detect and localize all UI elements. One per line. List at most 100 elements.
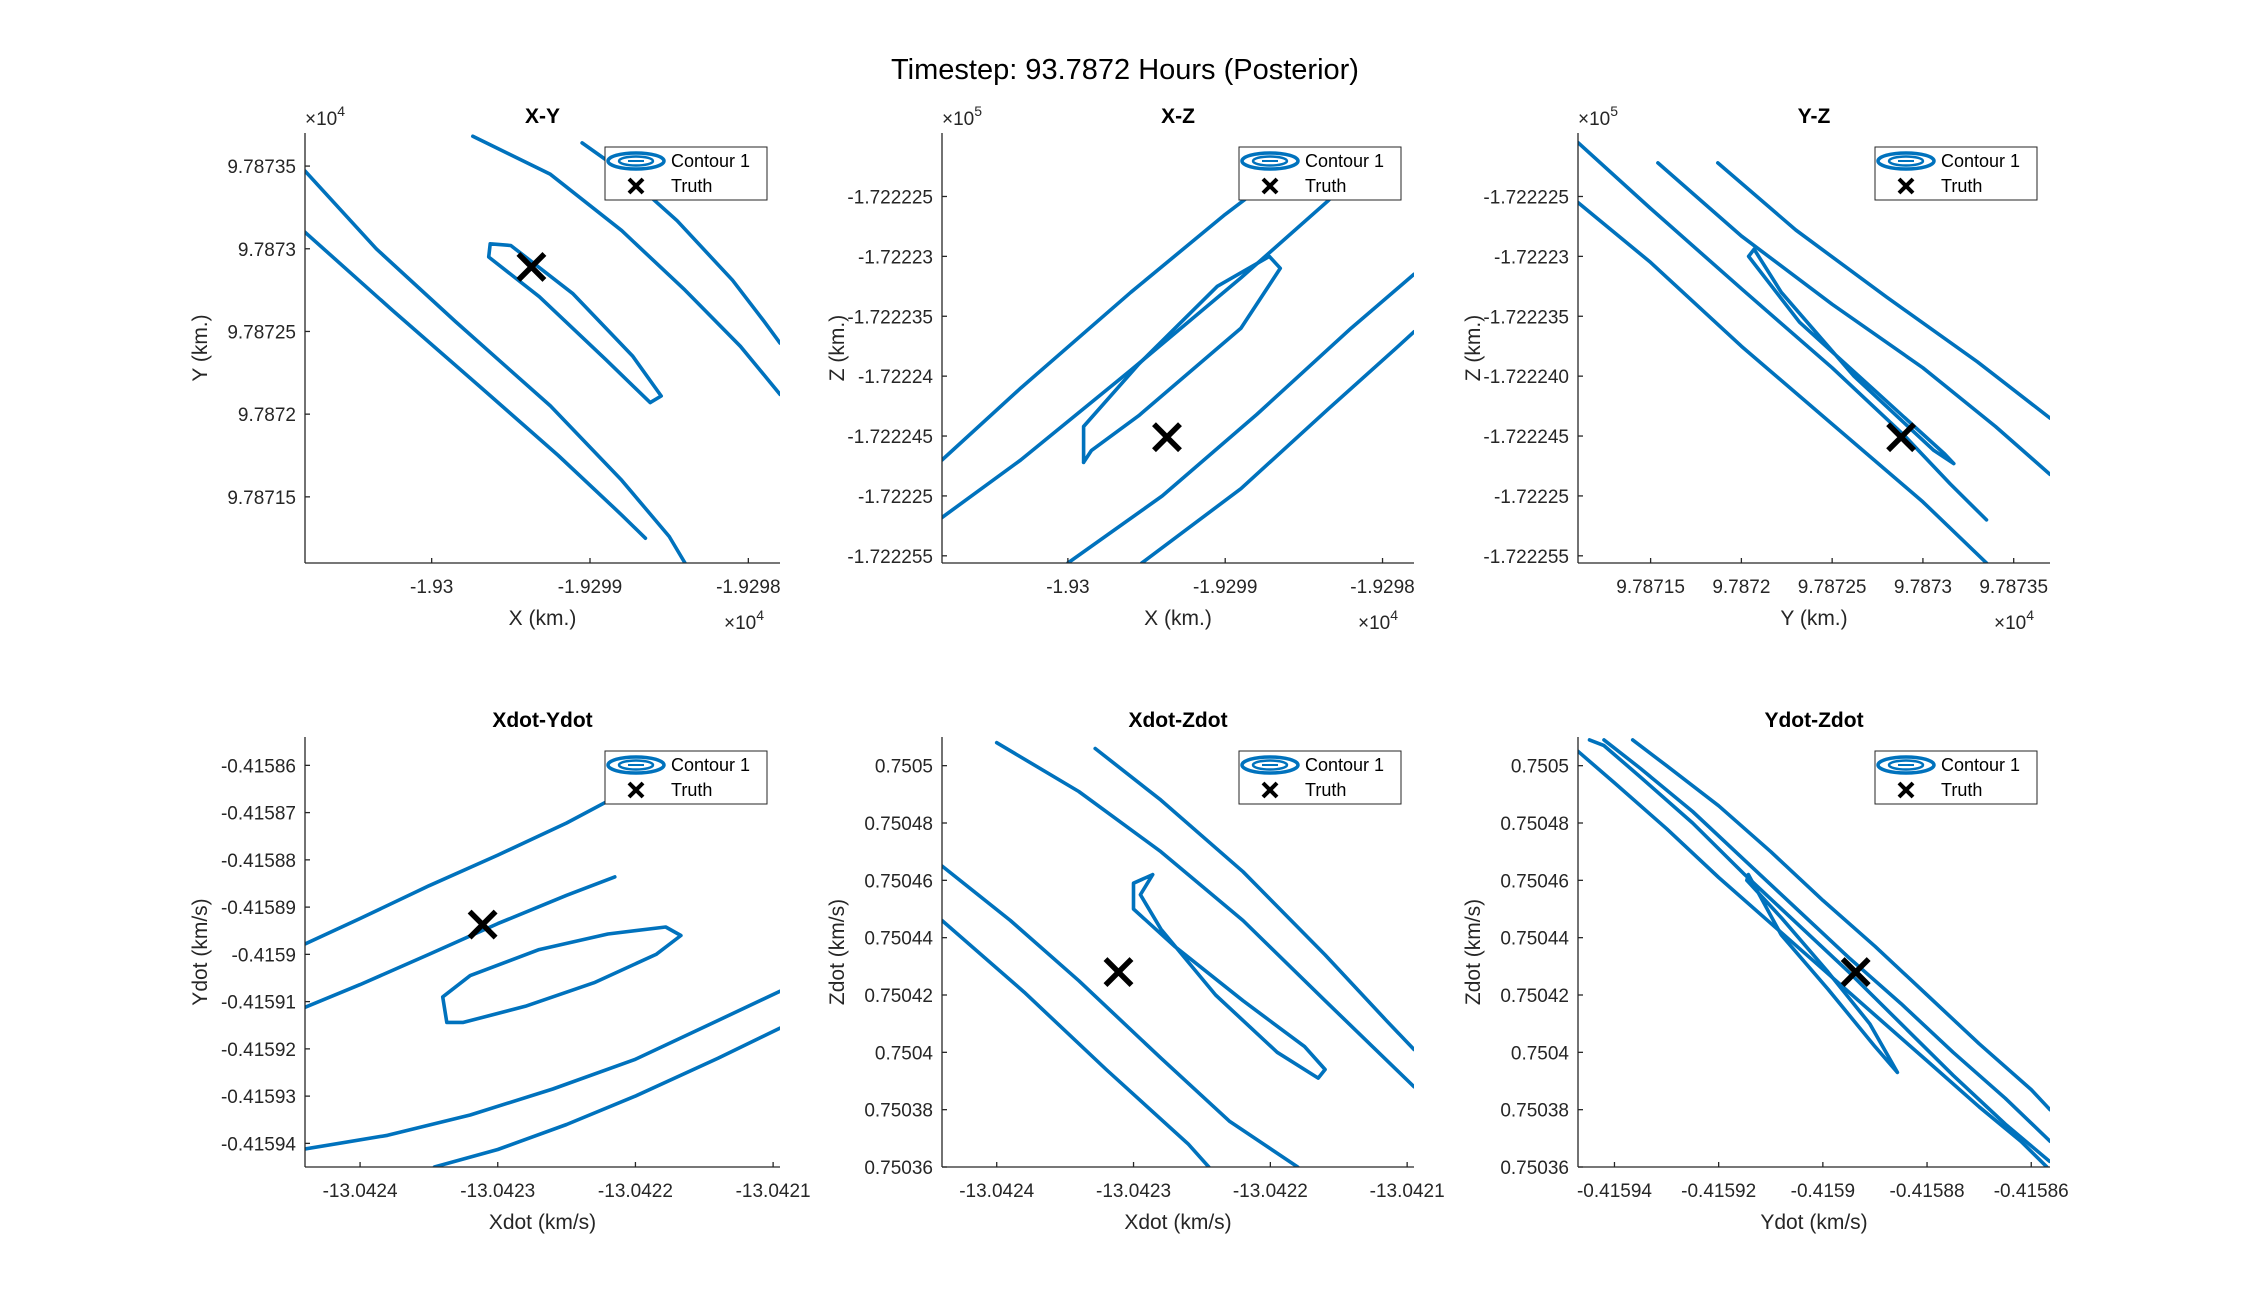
contour-line	[1745, 872, 1900, 1075]
contour-line	[1081, 254, 1283, 465]
x-tick-label: -1.9298	[716, 577, 780, 598]
legend: Contour 1 Truth	[1238, 146, 1402, 201]
contour-line	[305, 875, 617, 1010]
contour-legend-icon	[1240, 755, 1300, 775]
legend-label-contour: Contour 1	[1305, 151, 1384, 171]
y-axis-label: Ydot (km/s)	[189, 898, 212, 1005]
x-tick-label: 9.7873	[1894, 577, 1952, 598]
y-tick-label: -0.41593	[221, 1087, 296, 1108]
x-tick-label: -13.0422	[1233, 1181, 1308, 1202]
y-tick-label: 0.75038	[1500, 1101, 1569, 1122]
x-tick-label: -13.0423	[460, 1181, 535, 1202]
x-tick-label: -13.0421	[736, 1181, 811, 1202]
x-tick-label: -13.0422	[598, 1181, 673, 1202]
legend: Contour 1 Truth	[1238, 750, 1402, 805]
legend: Contour 1 Truth	[604, 146, 768, 201]
x-tick-label: -1.93	[1046, 577, 1089, 598]
y-tick-label: 9.78735	[227, 157, 296, 178]
legend-label-contour: Contour 1	[1941, 755, 2020, 775]
y-tick-label: -0.41587	[221, 804, 296, 825]
contour-lines	[1578, 738, 2050, 1167]
y-tick-label: 9.7873	[238, 240, 296, 261]
truth-legend-icon	[1897, 177, 1915, 195]
x-tick-label: -13.0423	[1096, 1181, 1171, 1202]
y-tick-label: 0.75036	[1500, 1158, 1569, 1179]
x-tick-label: -0.4159	[1791, 1181, 1855, 1202]
legend-label-contour: Contour 1	[671, 151, 750, 171]
subplot-title: Y-Z	[1798, 105, 1831, 128]
legend: Contour 1 Truth	[1874, 750, 2038, 805]
contour-legend-icon	[1876, 755, 1936, 775]
truth-marker	[467, 909, 498, 940]
y-tick-label: -0.41591	[221, 993, 296, 1014]
y-tick-label: 0.7505	[1511, 757, 1569, 778]
subplot-title: Ydot-Zdot	[1764, 709, 1863, 732]
contour-legend-icon	[606, 151, 666, 171]
x-tick-label: -13.0424	[959, 1181, 1034, 1202]
legend-label-truth: Truth	[671, 176, 712, 196]
y-tick-label: -1.722225	[1483, 187, 1569, 208]
subplot-title: X-Y	[525, 105, 560, 128]
x-axis-label: Xdot (km/s)	[489, 1211, 596, 1234]
truth-legend-icon	[627, 781, 645, 799]
y-tick-label: 0.75048	[864, 814, 933, 835]
x-tick-label: -0.41586	[1994, 1181, 2069, 1202]
contour-lines	[1578, 140, 2050, 563]
contour-line	[305, 230, 648, 540]
y-tick-label: -1.722255	[1483, 547, 1569, 568]
contour-line	[1716, 161, 2050, 420]
legend-label-contour: Contour 1	[1305, 755, 1384, 775]
y-tick-label: -1.722255	[847, 547, 933, 568]
y-tick-label: -1.72225	[858, 487, 933, 508]
y-axis-label: Z (km.)	[826, 315, 849, 381]
contour-lines	[305, 777, 780, 1167]
y-tick-label: -1.722245	[847, 427, 933, 448]
contour-line	[471, 134, 780, 397]
y-axis-exponent: ×104	[305, 103, 345, 130]
contour-legend-icon	[1240, 151, 1300, 171]
contour-line	[440, 925, 683, 1025]
subplot-x-z: -1.93 -1.9299 -1.9298 -1.722255 -1.72225 -1.7…	[826, 103, 1415, 634]
subplot-ydot-zdot: -0.41594 -0.41592 -0.4159 -0.41588 -0.41586 0…	[1462, 709, 2069, 1234]
x-axis-exponent: ×104	[724, 607, 764, 634]
contour-line	[1746, 247, 1956, 466]
x-tick-label: 9.78725	[1798, 577, 1867, 598]
x-tick-label: 9.78715	[1616, 577, 1685, 598]
x-tick-label: -0.41594	[1577, 1181, 1652, 1202]
x-tick-label: -1.9299	[1193, 577, 1257, 598]
x-axis-label: X (km.)	[509, 607, 577, 630]
subplot-title: Xdot-Ydot	[492, 709, 592, 732]
x-tick-label: -13.0424	[323, 1181, 398, 1202]
y-tick-label: 9.7872	[238, 405, 296, 426]
subplot-xdot-ydot: -13.0424 -13.0423 -13.0422 -13.0421 -0.41594…	[189, 709, 811, 1234]
contour-line	[1656, 161, 2050, 477]
y-tick-label: 0.75038	[864, 1101, 933, 1122]
x-axis-label: Ydot (km/s)	[1760, 1211, 1867, 1234]
y-tick-label: 0.75046	[1500, 871, 1569, 892]
x-axis-label: Y (km.)	[1780, 607, 1847, 630]
y-axis-exponent: ×105	[1578, 103, 1618, 130]
contour-lines	[942, 740, 1414, 1167]
y-tick-label: -1.72225	[1494, 487, 1569, 508]
contour-line	[432, 1026, 780, 1167]
y-tick-label: -1.722225	[847, 187, 933, 208]
legend-label-truth: Truth	[1305, 780, 1346, 800]
contour-line	[1578, 749, 2049, 1167]
contour-line	[1587, 738, 2050, 1164]
y-tick-label: -0.41594	[221, 1134, 296, 1155]
truth-legend-icon	[1261, 781, 1279, 799]
x-tick-label: -1.9298	[1350, 577, 1414, 598]
contour-line	[1578, 200, 1989, 563]
truth-legend-icon	[1261, 177, 1279, 195]
y-tick-label: 9.78715	[227, 488, 296, 509]
y-axis-label: Zdot (km/s)	[1462, 899, 1485, 1005]
legend-label-truth: Truth	[671, 780, 712, 800]
contour-line	[305, 989, 780, 1151]
contour-line	[942, 864, 1300, 1167]
contour-line	[1140, 330, 1414, 563]
contour-line	[1578, 140, 1989, 522]
x-axis-label: X (km.)	[1144, 607, 1212, 630]
subplot-xdot-zdot: -13.0424 -13.0423 -13.0422 -13.0421 0.75036 0…	[826, 709, 1445, 1234]
x-tick-label: 9.7872	[1712, 577, 1770, 598]
